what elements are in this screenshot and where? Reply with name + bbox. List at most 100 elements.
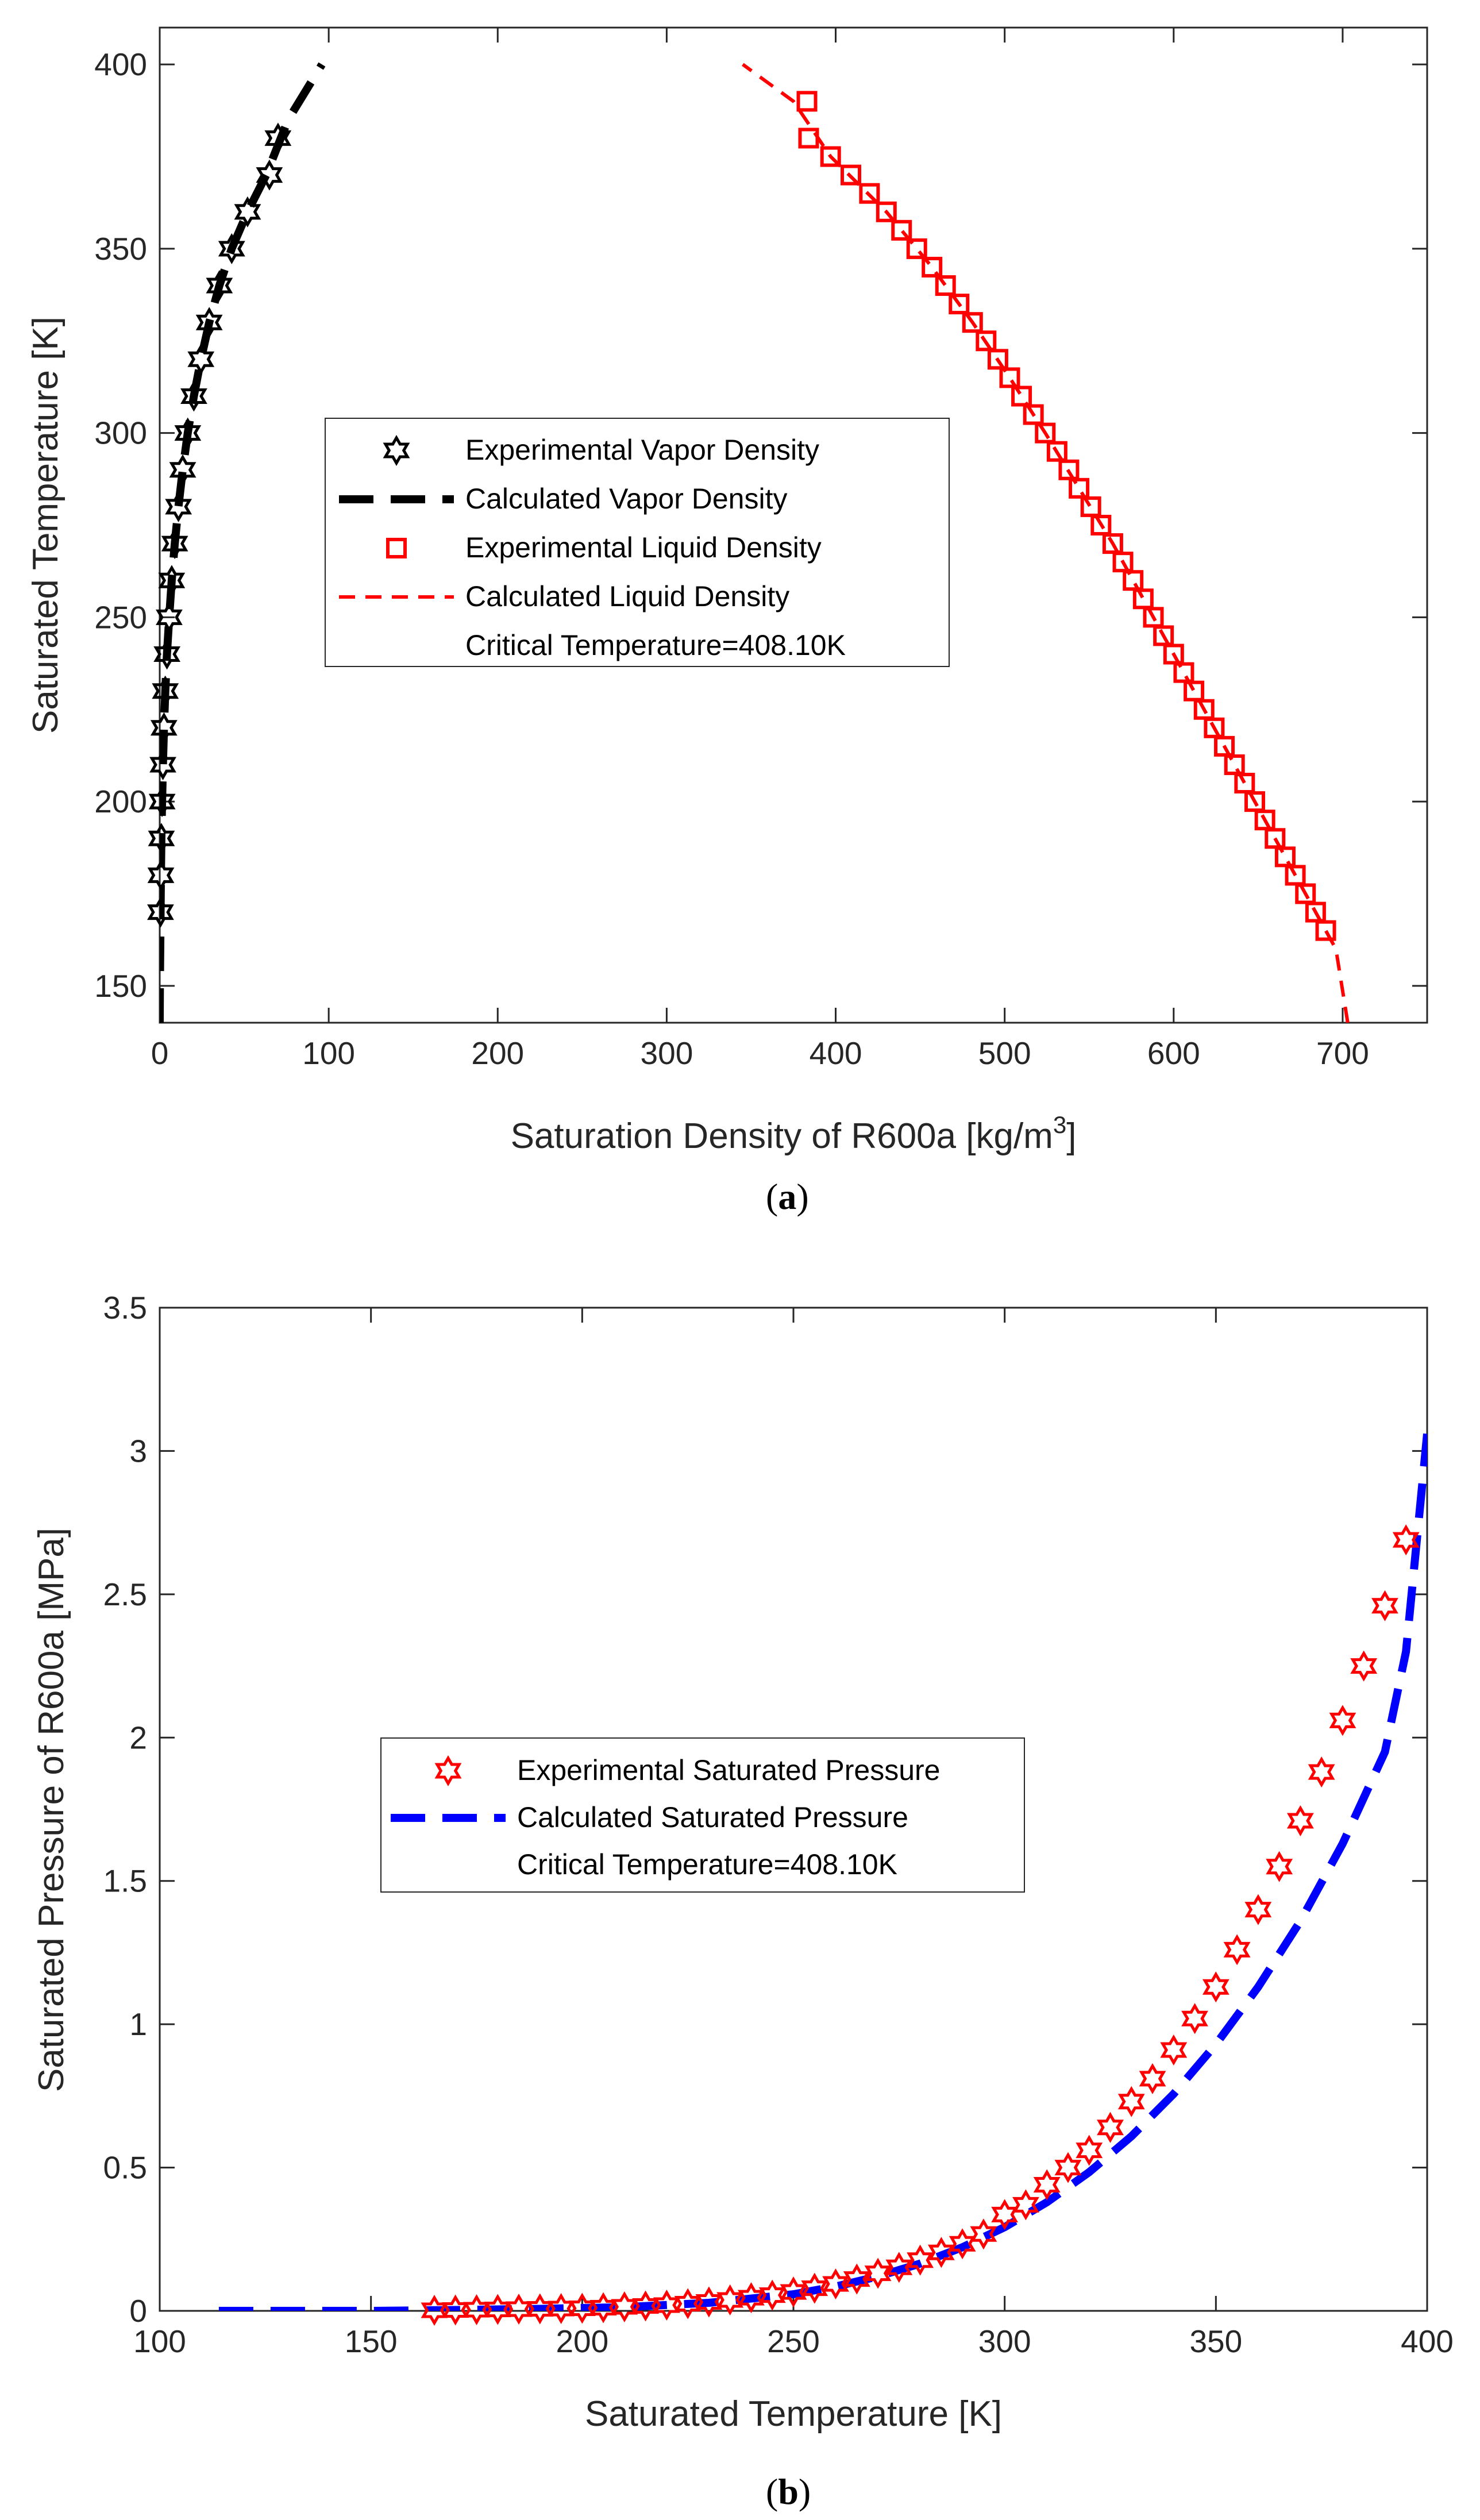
legend-a-entry-4: Critical Temperature=408.10K	[465, 629, 846, 661]
panel-b: 100 150 200 250 300 350 400 0 0.5 1 1.5 2 2.5 3 3.5 Sa…	[32, 1290, 1454, 2512]
x-tick-label-b-6: 400	[1401, 2324, 1454, 2359]
point-experimental-saturated-pressure-34	[1139, 2063, 1166, 2094]
legend-b-entry-0: Experimental Saturated Pressure	[517, 1754, 940, 1786]
panel-label-b: (b)	[766, 2471, 811, 2512]
point-experimental-vapor-density-20	[256, 159, 283, 191]
panel-label-a: (a)	[766, 1176, 809, 1217]
y-tick-label-a-5: 400	[94, 47, 147, 82]
ticks-a: 0 100 200 300 400 500 600 700 150 200 250 300 350 400	[94, 28, 1427, 1071]
point-experimental-liquid-density-36	[922, 256, 943, 278]
point-experimental-liquid-density-34	[949, 294, 970, 315]
y-tick-label-b-6: 3	[129, 1433, 147, 1469]
y-tick-label-b-1: 0.5	[103, 2150, 147, 2186]
point-experimental-liquid-density-31	[987, 349, 1008, 370]
point-experimental-liquid-density-38	[891, 219, 912, 241]
x-tick-label-b-2: 200	[556, 2324, 608, 2359]
point-experimental-vapor-density-7	[153, 638, 181, 670]
point-experimental-liquid-density-30	[999, 367, 1020, 388]
ticks-b: 100 150 200 250 300 350 400 0 0.5 1 1.5 2 2.5 3 3.5	[103, 1290, 1454, 2359]
point-experimental-saturated-pressure-33	[1117, 2086, 1145, 2117]
point-experimental-liquid-density-32	[976, 330, 997, 352]
series-line-calculated-liquid-density	[742, 63, 1350, 1023]
y-axis-label-b: Saturated Pressure of R600a [MPa]	[32, 1528, 71, 2092]
point-experimental-saturated-pressure-42	[1308, 1756, 1335, 1788]
legend-b: Experimental Saturated Pressure Calculat…	[380, 1737, 1025, 1893]
point-experimental-liquid-density-40	[859, 183, 880, 204]
point-experimental-vapor-density-3	[148, 786, 176, 818]
point-experimental-liquid-density-21	[1102, 533, 1123, 554]
point-experimental-vapor-density-11	[165, 491, 192, 522]
point-experimental-saturated-pressure-38	[1223, 1934, 1251, 1966]
point-experimental-saturated-pressure-45	[1371, 1590, 1398, 1621]
legend-icon-experimental-saturated-pressure	[434, 1755, 462, 1787]
series-a	[147, 62, 1350, 1023]
x-tick-label-a-0: 0	[151, 1035, 169, 1071]
point-experimental-saturated-pressure-28	[1012, 2189, 1039, 2221]
legend-icon-experimental-vapor-density	[383, 434, 410, 467]
legend-b-entry-2: Critical Temperature=408.10K	[517, 1848, 897, 1881]
legend-icon-experimental-liquid-density	[386, 538, 407, 558]
point-experimental-saturated-pressure-43	[1329, 1705, 1356, 1736]
point-experimental-vapor-density-5	[150, 712, 178, 743]
point-experimental-saturated-pressure-26	[970, 2218, 997, 2250]
point-experimental-vapor-density-10	[161, 528, 188, 560]
point-experimental-vapor-density-18	[218, 233, 245, 264]
point-experimental-saturated-pressure-23	[907, 2244, 934, 2276]
point-experimental-vapor-density-8	[156, 602, 183, 633]
point-experimental-liquid-density-28	[1023, 404, 1044, 425]
point-experimental-vapor-density-1	[147, 860, 175, 891]
x-tick-label-a-7: 700	[1316, 1035, 1369, 1071]
point-experimental-liquid-density-41	[841, 164, 862, 186]
y-tick-label-b-0: 0	[129, 2293, 147, 2329]
point-experimental-vapor-density-6	[152, 675, 179, 707]
point-experimental-liquid-density-42	[820, 146, 841, 167]
legend-box-a	[325, 418, 950, 667]
point-experimental-vapor-density-4	[149, 749, 176, 781]
y-tick-label-b-7: 3.5	[103, 1290, 147, 1325]
point-experimental-vapor-density-12	[169, 454, 196, 485]
y-tick-label-a-4: 350	[94, 231, 147, 267]
panel-a: 0 100 200 300 400 500 600 700 150 200 250 300 350 400…	[26, 26, 1428, 1217]
point-experimental-vapor-density-16	[195, 307, 223, 338]
point-experimental-vapor-density-15	[187, 344, 215, 375]
legend-b-entry-1: Calculated Saturated Pressure	[517, 1801, 908, 1833]
point-experimental-saturated-pressure-22	[885, 2252, 913, 2283]
point-experimental-saturated-pressure-19	[822, 2268, 849, 2300]
point-experimental-saturated-pressure-36	[1181, 2003, 1208, 2035]
point-experimental-saturated-pressure-40	[1266, 1851, 1293, 1882]
point-experimental-vapor-density-17	[206, 269, 233, 302]
point-experimental-liquid-density-37	[906, 238, 927, 259]
point-experimental-saturated-pressure-20	[843, 2263, 870, 2295]
point-experimental-saturated-pressure-39	[1244, 1894, 1272, 1925]
point-experimental-liquid-density-43	[798, 128, 819, 149]
legend-a: Experimental Vapor Density Calculated Va…	[325, 418, 950, 667]
x-axis-label-b: Saturated Temperature [K]	[585, 2394, 1002, 2434]
x-tick-label-a-3: 300	[641, 1035, 693, 1071]
x-tick-label-a-6: 600	[1147, 1035, 1200, 1071]
point-experimental-vapor-density-19	[234, 196, 261, 228]
point-experimental-saturated-pressure-29	[1033, 2169, 1061, 2201]
point-experimental-liquid-density-26	[1046, 441, 1067, 462]
x-tick-label-b-0: 100	[133, 2324, 186, 2359]
point-experimental-saturated-pressure-41	[1286, 1805, 1314, 1837]
point-experimental-saturated-pressure-37	[1202, 1971, 1230, 2003]
point-experimental-liquid-density-39	[876, 201, 897, 222]
y-tick-label-b-2: 1	[129, 2006, 147, 2042]
point-experimental-saturated-pressure-21	[864, 2257, 892, 2289]
point-experimental-liquid-density-33	[962, 312, 983, 333]
x-tick-label-b-3: 250	[767, 2324, 820, 2359]
x-tick-label-a-1: 100	[302, 1035, 355, 1071]
point-experimental-saturated-pressure-44	[1350, 1650, 1378, 1682]
x-tick-label-a-5: 500	[978, 1035, 1031, 1071]
point-experimental-liquid-density-25	[1058, 459, 1080, 480]
x-tick-label-a-2: 200	[471, 1035, 524, 1071]
point-experimental-vapor-density-21	[264, 122, 292, 154]
point-experimental-liquid-density-35	[935, 275, 956, 296]
y-tick-label-b-5: 2.5	[103, 1577, 147, 1612]
point-experimental-saturated-pressure-18	[801, 2272, 828, 2304]
y-tick-label-a-1: 200	[94, 784, 147, 819]
y-axis-label-a: Saturated Temperature [K]	[26, 317, 65, 734]
legend-a-entry-3: Calculated Liquid Density	[465, 580, 789, 612]
point-experimental-vapor-density-14	[180, 380, 207, 412]
